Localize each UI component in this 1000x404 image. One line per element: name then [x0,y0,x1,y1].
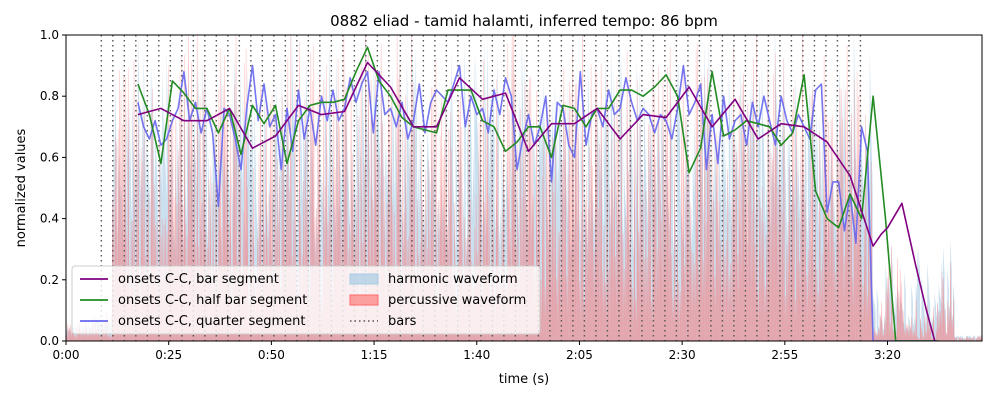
x-tick-label: 3:20 [874,348,901,362]
x-tick-label: 0:50 [258,348,285,362]
x-tick-label: 2:05 [566,348,593,362]
legend-label: onsets C-C, half bar segment [118,293,307,308]
legend-label: percussive waveform [388,293,526,308]
y-axis-label: normalized values [14,128,29,247]
y-axis: 0.0 0.2 0.4 0.6 0.8 1.0 [40,28,66,348]
x-tick-label: 2:55 [771,348,798,362]
legend-label: onsets C-C, bar segment [118,272,279,287]
y-tick-label: 0.8 [40,89,59,103]
x-tick-label: 1:15 [361,348,388,362]
series-layer [137,46,939,341]
plot-frame [65,34,983,342]
y-tick-label: 0.6 [40,150,59,164]
legend-label: harmonic waveform [388,272,518,287]
legend-marker [349,294,379,306]
harmonic-waveform [66,35,982,341]
y-tick-label: 1.0 [40,28,59,42]
chart-title: 0882 eliad - tamid halamti, inferred tem… [330,12,718,30]
x-axis: 0:00 0:25 0:50 1:15 1:40 2:05 2:30 2:55 3:20 [53,341,901,362]
x-tick-label: 0:25 [155,348,182,362]
x-axis-label: time (s) [499,372,549,387]
x-tick-label: 0:00 [53,348,80,362]
x-tick-label: 1:40 [463,348,490,362]
legend: onsets C-C, bar segment onsets C-C, half … [71,265,541,335]
x-tick-label: 2:30 [669,348,696,362]
legend-label: onsets C-C, quarter segment [118,314,305,329]
series-line-1 [137,46,939,341]
y-tick-label: 0.2 [40,273,59,287]
series-line-0 [137,61,936,341]
legend-box [71,265,541,335]
legend-label: bars [388,314,417,329]
legend-marker [349,273,379,285]
y-tick-label: 0.4 [40,212,59,226]
y-tick-label: 0.0 [40,334,59,348]
